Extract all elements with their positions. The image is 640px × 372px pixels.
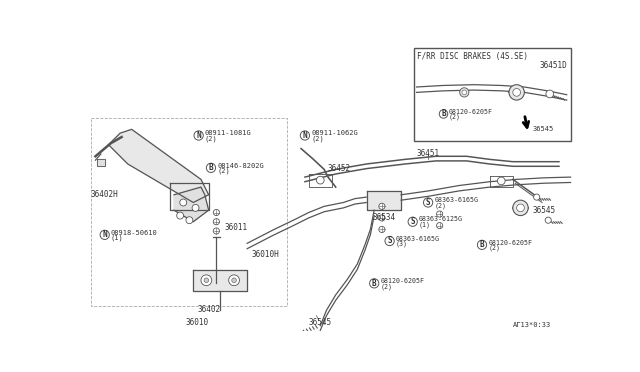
Text: B: B [372,279,376,288]
Text: 36011: 36011 [224,224,247,232]
Circle shape [379,203,385,209]
Circle shape [408,217,417,226]
Text: 08911-1081G: 08911-1081G [205,130,252,136]
Circle shape [228,275,239,286]
Text: 36545: 36545 [532,206,555,215]
Circle shape [546,90,554,98]
Bar [414,48,570,141]
Text: 08146-8202G: 08146-8202G [217,163,264,169]
Text: 36402H: 36402H [91,190,118,199]
Text: (3): (3) [396,241,408,247]
Text: 08120-6205F: 08120-6205F [449,109,493,115]
Text: N: N [196,131,201,140]
Text: 08120-6205F: 08120-6205F [380,278,424,284]
Text: 08363-6165G: 08363-6165G [435,197,478,203]
Circle shape [213,228,220,234]
Circle shape [180,199,187,206]
Text: (2): (2) [435,202,446,209]
Circle shape [385,236,394,246]
Text: 36451D: 36451D [540,61,568,70]
Text: (2): (2) [449,114,461,120]
Text: S: S [410,217,415,226]
Circle shape [509,85,524,100]
Circle shape [477,240,486,250]
Text: (2): (2) [205,135,218,142]
Polygon shape [109,129,209,202]
Text: 08911-1062G: 08911-1062G [311,130,358,136]
Bar [91,118,287,307]
Text: (1): (1) [419,222,431,228]
Circle shape [513,89,520,96]
Text: 36451: 36451 [417,148,440,158]
Circle shape [369,279,379,288]
Polygon shape [193,270,247,291]
Circle shape [439,110,448,118]
Text: S: S [387,237,392,246]
Circle shape [436,211,443,217]
Text: 36402: 36402 [197,305,220,314]
Polygon shape [174,187,209,222]
Circle shape [436,222,443,229]
Polygon shape [367,191,401,210]
Circle shape [460,88,469,97]
Circle shape [177,212,184,219]
Circle shape [300,131,310,140]
Text: S: S [426,198,431,207]
Circle shape [186,217,193,224]
Text: (2): (2) [488,245,500,251]
Circle shape [232,278,236,283]
Circle shape [513,200,528,216]
Text: (2): (2) [380,283,392,290]
Text: 36545: 36545 [308,318,332,327]
Text: 36010H: 36010H [251,250,279,259]
Circle shape [201,275,212,286]
Text: 36534: 36534 [372,212,396,221]
Text: (2): (2) [311,135,324,142]
Text: 08363-6125G: 08363-6125G [419,217,463,222]
Circle shape [204,278,209,283]
Circle shape [424,198,433,207]
Circle shape [194,131,204,140]
Text: B: B [209,163,213,172]
Text: N: N [303,131,307,140]
Circle shape [379,215,385,221]
Circle shape [206,163,216,173]
Text: (1): (1) [111,235,124,241]
Circle shape [462,90,467,95]
Circle shape [534,194,540,200]
Circle shape [100,230,109,240]
Circle shape [316,176,324,184]
Text: 36010: 36010 [186,318,209,327]
Text: (2): (2) [217,168,230,174]
Text: B: B [480,240,484,249]
Text: 36452: 36452 [328,164,351,173]
Circle shape [516,204,524,212]
Circle shape [192,205,199,211]
Circle shape [213,209,220,216]
Text: N: N [102,230,107,239]
Text: 08918-50610: 08918-50610 [111,230,157,235]
Text: B: B [441,109,446,118]
Text: 36545: 36545 [532,126,554,132]
Circle shape [379,226,385,232]
Circle shape [497,177,505,185]
Circle shape [545,217,551,223]
Text: 08120-6205F: 08120-6205F [488,240,532,246]
Circle shape [213,219,220,225]
Text: AΓ13*0:33: AΓ13*0:33 [513,322,551,328]
Polygon shape [97,158,105,166]
Text: F/RR DISC BRAKES (4S.SE): F/RR DISC BRAKES (4S.SE) [417,52,529,61]
Text: 08363-6165G: 08363-6165G [396,236,440,242]
